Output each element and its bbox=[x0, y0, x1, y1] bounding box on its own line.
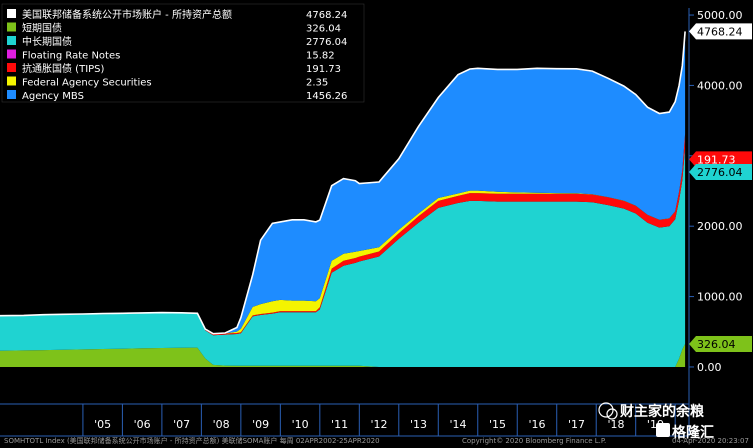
value-tag-box bbox=[689, 163, 752, 180]
legend-label: Floating Rate Notes bbox=[22, 51, 120, 62]
x-tick-label: '18 bbox=[607, 418, 624, 431]
watermark-site: 格隆汇 bbox=[672, 424, 714, 441]
wechat-icon bbox=[598, 402, 614, 418]
value-tag-label: 326.04 bbox=[697, 338, 736, 351]
legend-swatch-total_line bbox=[7, 9, 16, 18]
legend: 美国联邦储备系统公开市场账户 - 所持资产总额 4768.24 短期国债 326.04… bbox=[1, 3, 365, 103]
legend-swatch-bills bbox=[7, 22, 16, 32]
legend-value: 4768.24 bbox=[306, 10, 347, 21]
y-tick-label: 5000.00 bbox=[697, 9, 743, 22]
value-tag-total_line: 4768.24 bbox=[689, 23, 752, 40]
legend-label: Federal Agency Securities bbox=[22, 78, 152, 89]
legend-label: 短期国债 bbox=[22, 22, 62, 35]
y-tick-label: 0.00 bbox=[697, 361, 722, 374]
x-tick-label: '11 bbox=[331, 418, 348, 431]
x-tick-label: '13 bbox=[410, 418, 427, 431]
x-tick-label: '10 bbox=[292, 418, 309, 431]
x-tick-label: '08 bbox=[213, 418, 230, 431]
legend-background bbox=[1, 3, 365, 103]
x-axis-ticks: '05 '06 '07 '08 '09 '10 '11 '12 '13 '14 '15 '16 '17 '… bbox=[82, 404, 676, 436]
y-tick-label: 4000.00 bbox=[697, 79, 743, 92]
legend-value: 191.73 bbox=[306, 64, 341, 75]
wechat-icon-small bbox=[606, 408, 618, 420]
legend-value: 15.82 bbox=[306, 51, 335, 62]
footer-source: SOMHTOTL Index (美国联邦储备系统公开市场账户 - 所持资产总额)… bbox=[4, 436, 380, 445]
value-tag-label: 2776.04 bbox=[697, 166, 743, 179]
footer-copyright: Copyright© 2020 Bloomberg Finance L.P. bbox=[462, 437, 606, 445]
gelonghui-logo-icon bbox=[656, 423, 670, 437]
legend-value: 326.04 bbox=[306, 24, 341, 35]
x-tick-label: '06 bbox=[134, 418, 151, 431]
watermark: 财主家的余粮 格隆汇 bbox=[598, 402, 714, 441]
legend-label: 中长期国债 bbox=[22, 35, 72, 48]
x-tick-label: '09 bbox=[252, 418, 269, 431]
footer-date: 04-Apr-2020 20:23:07 bbox=[672, 437, 749, 445]
y-tick-label: 1000.00 bbox=[697, 291, 743, 304]
area-mbs bbox=[0, 31, 686, 335]
value-tag-tips: 191.73 bbox=[689, 151, 752, 168]
legend-swatch-mbs bbox=[7, 90, 16, 99]
value-tag-box bbox=[689, 23, 752, 40]
x-tick-label: '14 bbox=[450, 418, 467, 431]
legend-label: Agency MBS bbox=[22, 91, 84, 102]
value-tag-label: 4768.24 bbox=[697, 25, 743, 38]
stacked-areas bbox=[0, 31, 686, 367]
watermark-account: 财主家的余粮 bbox=[619, 403, 705, 420]
legend-value: 2776.04 bbox=[306, 37, 347, 48]
legend-swatch-agency bbox=[7, 76, 16, 86]
value-tag-notes_bonds: 2776.04 bbox=[689, 163, 752, 180]
value-tag-label: 191.73 bbox=[697, 153, 736, 166]
legend-swatch-frn bbox=[7, 49, 16, 59]
legend-value: 1456.26 bbox=[306, 91, 347, 102]
legend-swatch-notes_bonds bbox=[7, 36, 16, 45]
x-tick-label: '15 bbox=[489, 418, 506, 431]
area-bills bbox=[0, 344, 686, 367]
y-tick-label: 2000.00 bbox=[697, 220, 743, 233]
x-tick-label: '07 bbox=[173, 418, 190, 431]
x-tick-label: '17 bbox=[568, 418, 585, 431]
x-tick-label: '05 bbox=[94, 418, 111, 431]
total-holdings-line bbox=[0, 31, 686, 335]
x-tick-label: '16 bbox=[528, 418, 545, 431]
legend-swatch-tips bbox=[7, 63, 16, 72]
area-notes_bonds bbox=[0, 148, 686, 367]
legend-value: 2.35 bbox=[306, 78, 328, 89]
legend-label: 抗通胀国债 (TIPS) bbox=[22, 62, 105, 75]
value-tag-bills: 326.04 bbox=[689, 336, 752, 353]
value-tag-box bbox=[689, 336, 752, 353]
x-tick-label: '12 bbox=[371, 418, 388, 431]
legend-label: 美国联邦储备系统公开市场账户 - 所持资产总额 bbox=[22, 8, 232, 21]
value-tag-box bbox=[689, 151, 752, 168]
